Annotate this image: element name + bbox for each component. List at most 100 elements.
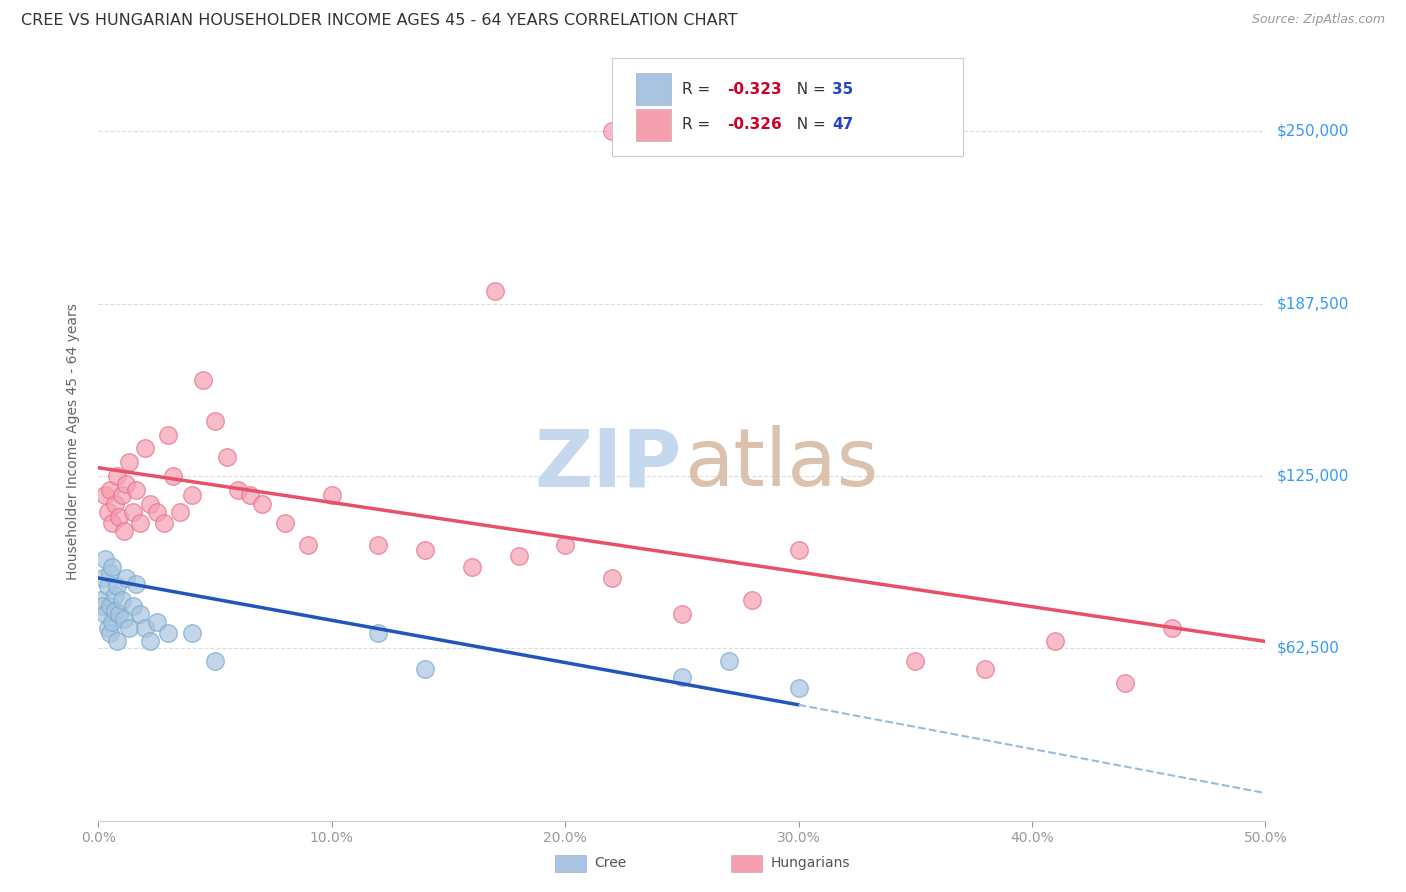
Point [94,551,117,566]
Point [508,549,530,563]
Point [111,593,134,607]
Point [129,607,152,621]
Text: 35: 35 [832,82,853,96]
Point [297,538,319,552]
Text: $62,500: $62,500 [1277,640,1340,656]
Point [98,566,121,580]
Text: Source: ZipAtlas.com: Source: ZipAtlas.com [1251,13,1385,27]
Point [146,505,169,519]
Point [101,516,124,530]
Point [90,593,112,607]
Point [134,621,156,635]
Point [97,505,120,519]
Point [94,488,117,502]
Point [169,505,191,519]
Point [91,571,114,585]
Point [215,450,238,464]
Point [787,543,810,558]
Point [717,654,740,668]
Point [104,588,127,602]
Text: atlas: atlas [685,425,879,503]
Point [111,488,134,502]
Point [105,579,128,593]
Point [129,516,152,530]
Point [228,483,250,497]
Point [94,607,117,621]
Point [139,634,162,648]
Point [122,505,145,519]
Text: -0.326: -0.326 [727,118,782,132]
Point [105,469,128,483]
Point [367,538,389,552]
Point [461,560,484,574]
Point [157,626,180,640]
Text: CREE VS HUNGARIAN HOUSEHOLDER INCOME AGES 45 - 64 YEARS CORRELATION CHART: CREE VS HUNGARIAN HOUSEHOLDER INCOME AGE… [21,13,738,29]
Point [193,372,215,386]
Point [204,414,226,428]
Text: -0.323: -0.323 [727,82,782,96]
Point [152,516,174,530]
Point [671,670,693,684]
Point [162,469,184,483]
Point [97,579,120,593]
Point [98,483,121,497]
Point [321,488,343,502]
Point [112,524,135,538]
Point [600,571,623,585]
Text: Hungarians: Hungarians [770,856,851,871]
Point [104,604,127,618]
Point [904,654,927,668]
Point [115,571,138,585]
Point [274,516,297,530]
Point [118,621,141,635]
Point [122,599,145,613]
Text: Cree: Cree [595,856,627,871]
Point [1045,634,1067,648]
Point [134,442,156,456]
Point [112,612,135,626]
Point [125,483,148,497]
Text: 47: 47 [832,118,853,132]
Text: $187,500: $187,500 [1277,296,1348,311]
Point [787,681,810,696]
Point [97,621,120,635]
Point [413,543,436,558]
Point [554,538,576,552]
Text: N =: N = [787,118,831,132]
Point [104,497,127,511]
Point [105,634,128,648]
Point [741,593,763,607]
Point [250,497,273,511]
Point [108,607,131,621]
Point [367,626,389,640]
Text: ZIP: ZIP [534,425,682,503]
Text: $250,000: $250,000 [1277,124,1348,139]
Point [108,510,131,524]
Text: N =: N = [787,82,831,96]
Point [146,615,169,629]
Point [101,560,124,574]
Point [600,124,623,138]
Point [239,488,262,502]
Point [101,615,124,629]
Point [180,626,202,640]
Point [180,488,202,502]
Point [671,607,693,621]
Y-axis label: Householder Income Ages 45 - 64 years: Householder Income Ages 45 - 64 years [66,303,80,580]
Point [974,662,997,676]
Point [1161,621,1184,635]
Point [204,654,226,668]
Point [484,285,506,299]
Point [413,662,436,676]
Point [98,599,121,613]
Point [139,497,162,511]
Point [125,576,148,591]
Point [115,477,138,491]
Text: $125,000: $125,000 [1277,468,1348,483]
Point [118,455,141,469]
Text: R =: R = [682,118,716,132]
Text: R =: R = [682,82,716,96]
Point [1114,675,1136,690]
Point [157,427,180,442]
Point [91,599,114,613]
